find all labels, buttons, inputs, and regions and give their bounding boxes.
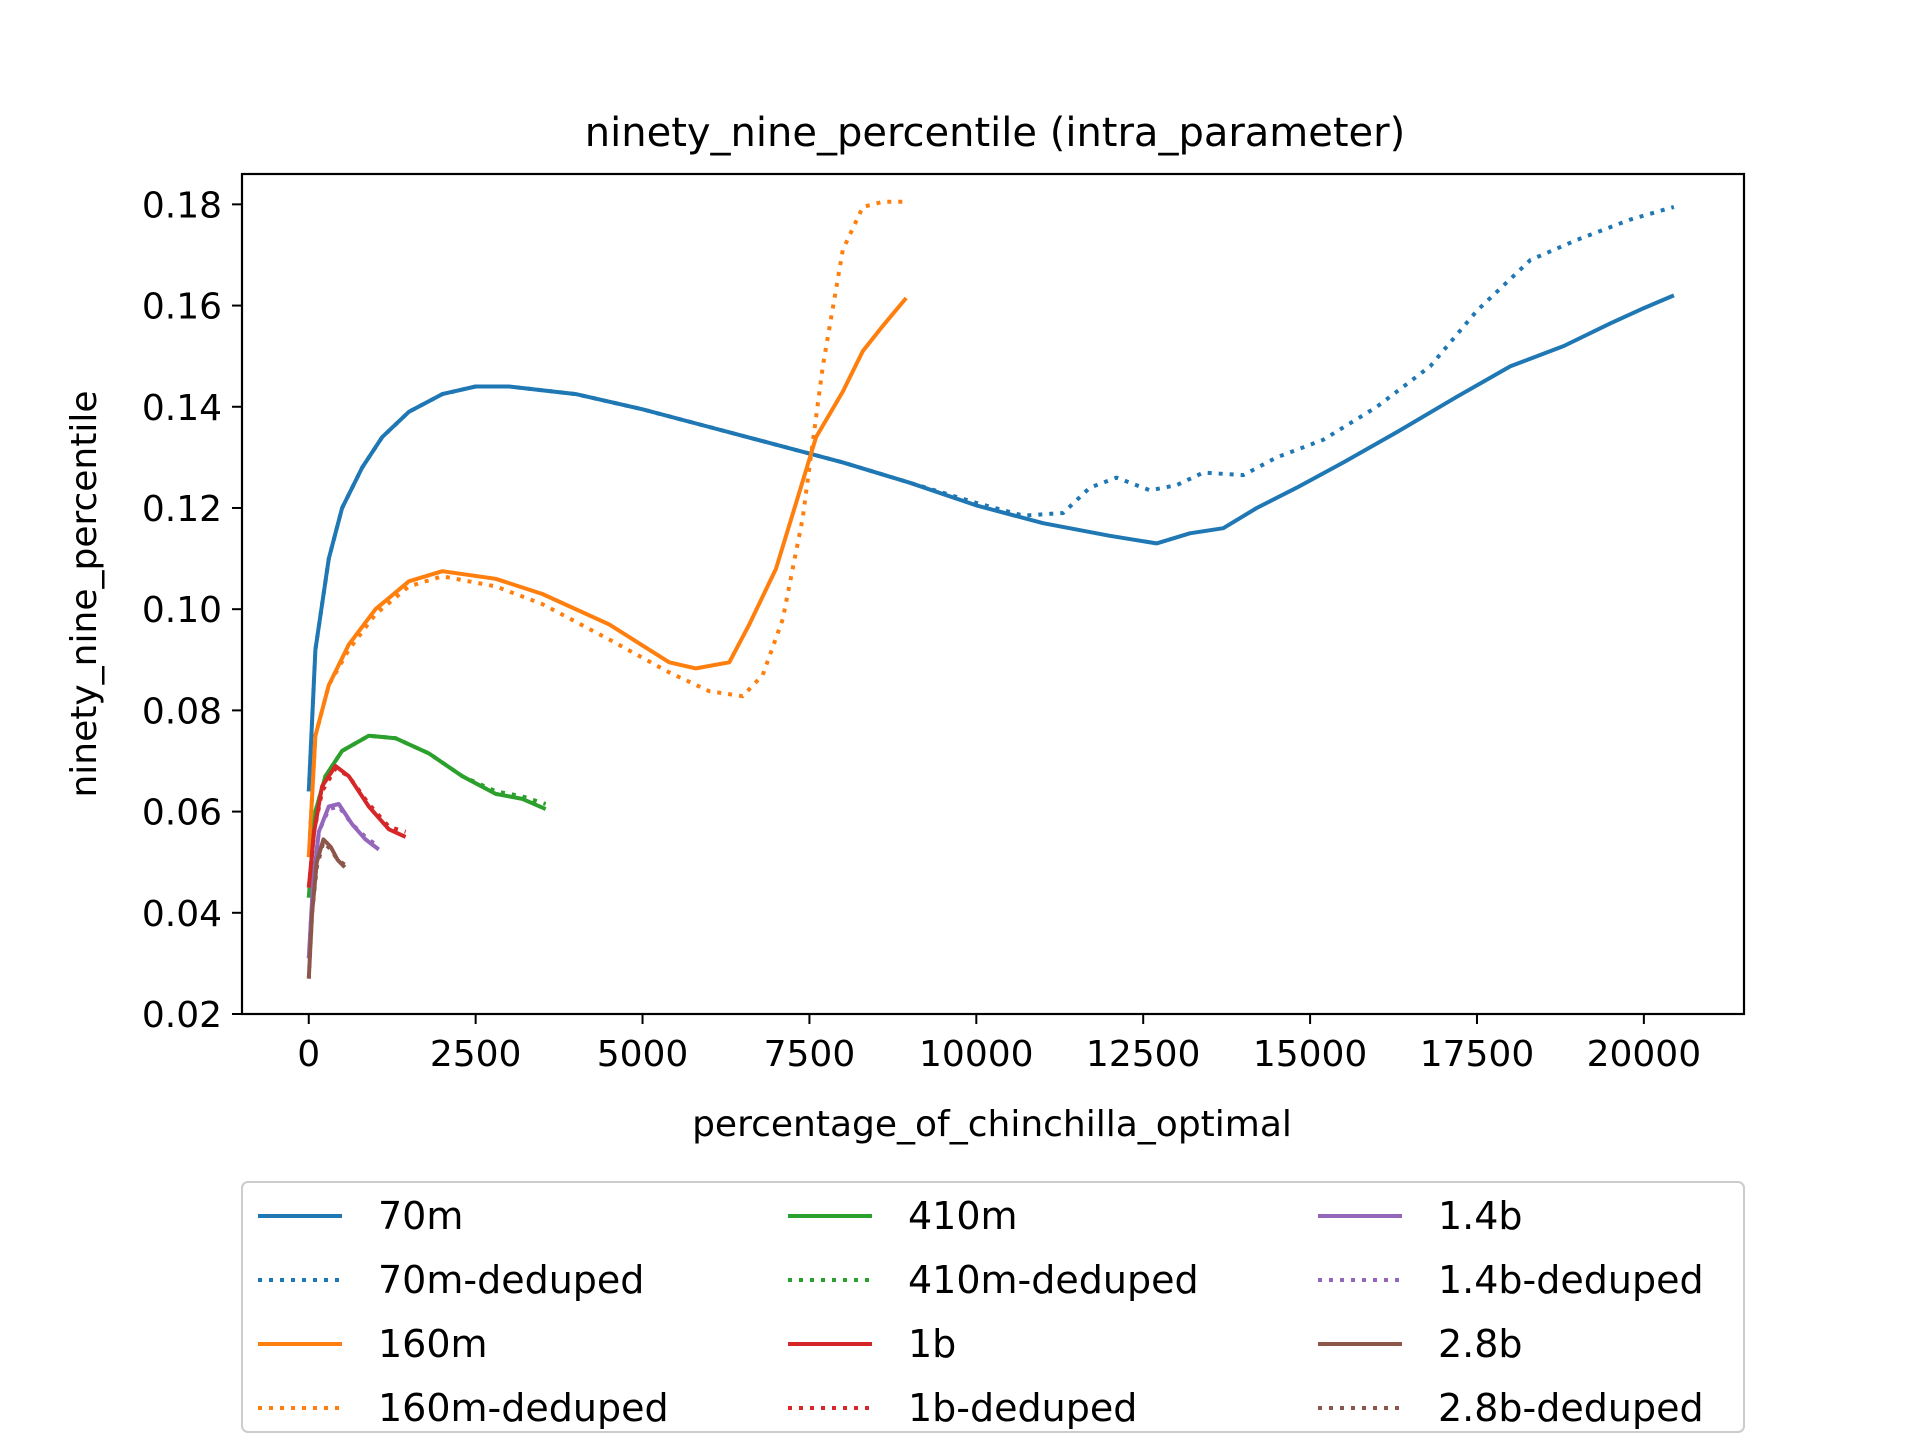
x-tick-label: 2500: [430, 1034, 522, 1075]
y-axis-ticks: 0.02 0.04 0.06 0.08 0.10 0.12 0.14 0.16 0.18: [142, 185, 242, 1036]
y-tick-label: 0.02: [142, 995, 222, 1036]
x-axis-ticks: 0 2500 5000 7500 10000 12500 15000 17500 20000: [297, 1014, 1701, 1075]
series-line-70m-deduped: [306, 204, 1675, 792]
legend-label-2-8b: 2.8b: [1438, 1322, 1523, 1366]
plot-frame: [240, 172, 1746, 1016]
legend-label-70m: 70m: [378, 1194, 463, 1238]
y-axis-label: ninety_nine_percentile: [64, 390, 105, 797]
series-line-1b-deduped: [306, 766, 407, 888]
legend: 70m 70m-deduped 160m 160m-deduped 410m 410m-d…: [258, 1194, 1704, 1430]
legend-label-1-4b-deduped: 1.4b-deduped: [1438, 1258, 1704, 1302]
y-tick-label: 0.12: [142, 489, 222, 530]
x-tick-label: 17500: [1420, 1034, 1535, 1075]
chart-title: ninety_nine_percentile (intra_parameter): [585, 110, 1405, 156]
y-tick-label: 0.08: [142, 691, 222, 732]
series-line-160m-deduped: [306, 199, 907, 858]
y-tick-label: 0.06: [142, 793, 222, 834]
legend-label-160m: 160m: [378, 1322, 488, 1366]
x-tick-label: 10000: [919, 1034, 1034, 1075]
x-tick-label: 12500: [1086, 1034, 1201, 1075]
legend-label-160m-deduped: 160m-deduped: [378, 1386, 669, 1430]
legend-label-1-4b: 1.4b: [1438, 1194, 1523, 1238]
legend-label-1b: 1b: [908, 1322, 956, 1366]
y-tick-label: 0.18: [142, 185, 222, 226]
x-tick-label: 0: [297, 1034, 320, 1075]
x-axis-label: percentage_of_chinchilla_optimal: [692, 1104, 1292, 1145]
legend-label-410m-deduped: 410m-deduped: [908, 1258, 1199, 1302]
legend-box: [241, 1181, 1745, 1433]
series-line-2-8b: [306, 837, 347, 979]
y-tick-label: 0.14: [142, 388, 222, 429]
legend-label-2-8b-deduped: 2.8b-deduped: [1438, 1386, 1704, 1430]
legend-label-1b-deduped: 1b-deduped: [908, 1386, 1137, 1430]
plot-area: [306, 199, 1675, 979]
x-tick-label: 20000: [1587, 1034, 1702, 1075]
y-tick-label: 0.16: [142, 287, 222, 328]
x-tick-label: 5000: [597, 1034, 689, 1075]
x-tick-label: 15000: [1253, 1034, 1368, 1075]
y-tick-label: 0.10: [142, 590, 222, 631]
x-tick-label: 7500: [764, 1034, 856, 1075]
y-tick-label: 0.04: [142, 894, 222, 935]
legend-label-70m-deduped: 70m-deduped: [378, 1258, 644, 1302]
series-line-160m: [306, 296, 908, 858]
legend-label-410m: 410m: [908, 1194, 1018, 1238]
